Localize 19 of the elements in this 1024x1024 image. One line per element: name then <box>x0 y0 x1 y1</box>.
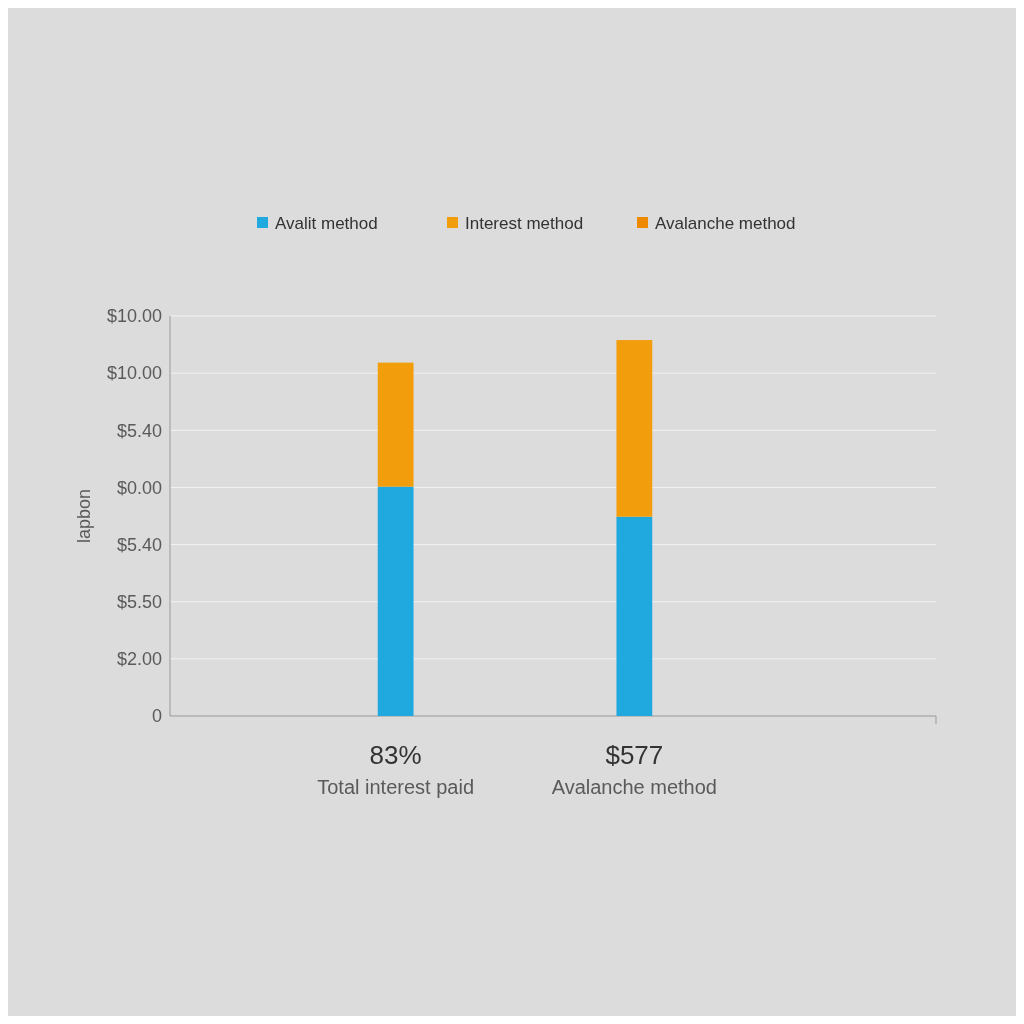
text: $2.00 <box>116 649 162 670</box>
y-axis-title: lapbon <box>74 488 94 544</box>
text: $0.00 <box>116 477 162 498</box>
x-tick-label: Total interest paid <box>317 776 475 798</box>
text: $5.40 <box>116 534 162 555</box>
legend-label: Avalit method <box>275 213 378 233</box>
text: $10.00 <box>106 306 162 327</box>
text: $5.50 <box>116 592 162 613</box>
text: $5.40 <box>116 420 162 441</box>
bar <box>377 362 414 487</box>
bar <box>616 516 653 716</box>
text: $577 <box>605 740 664 770</box>
text: 83% <box>369 740 422 770</box>
text: 0 <box>151 706 162 727</box>
text: $10.00 <box>106 363 162 384</box>
bar <box>616 340 653 517</box>
bar <box>377 486 414 716</box>
legend-label: Interest method <box>465 213 584 233</box>
legend-label: Avalanche method <box>655 213 796 233</box>
